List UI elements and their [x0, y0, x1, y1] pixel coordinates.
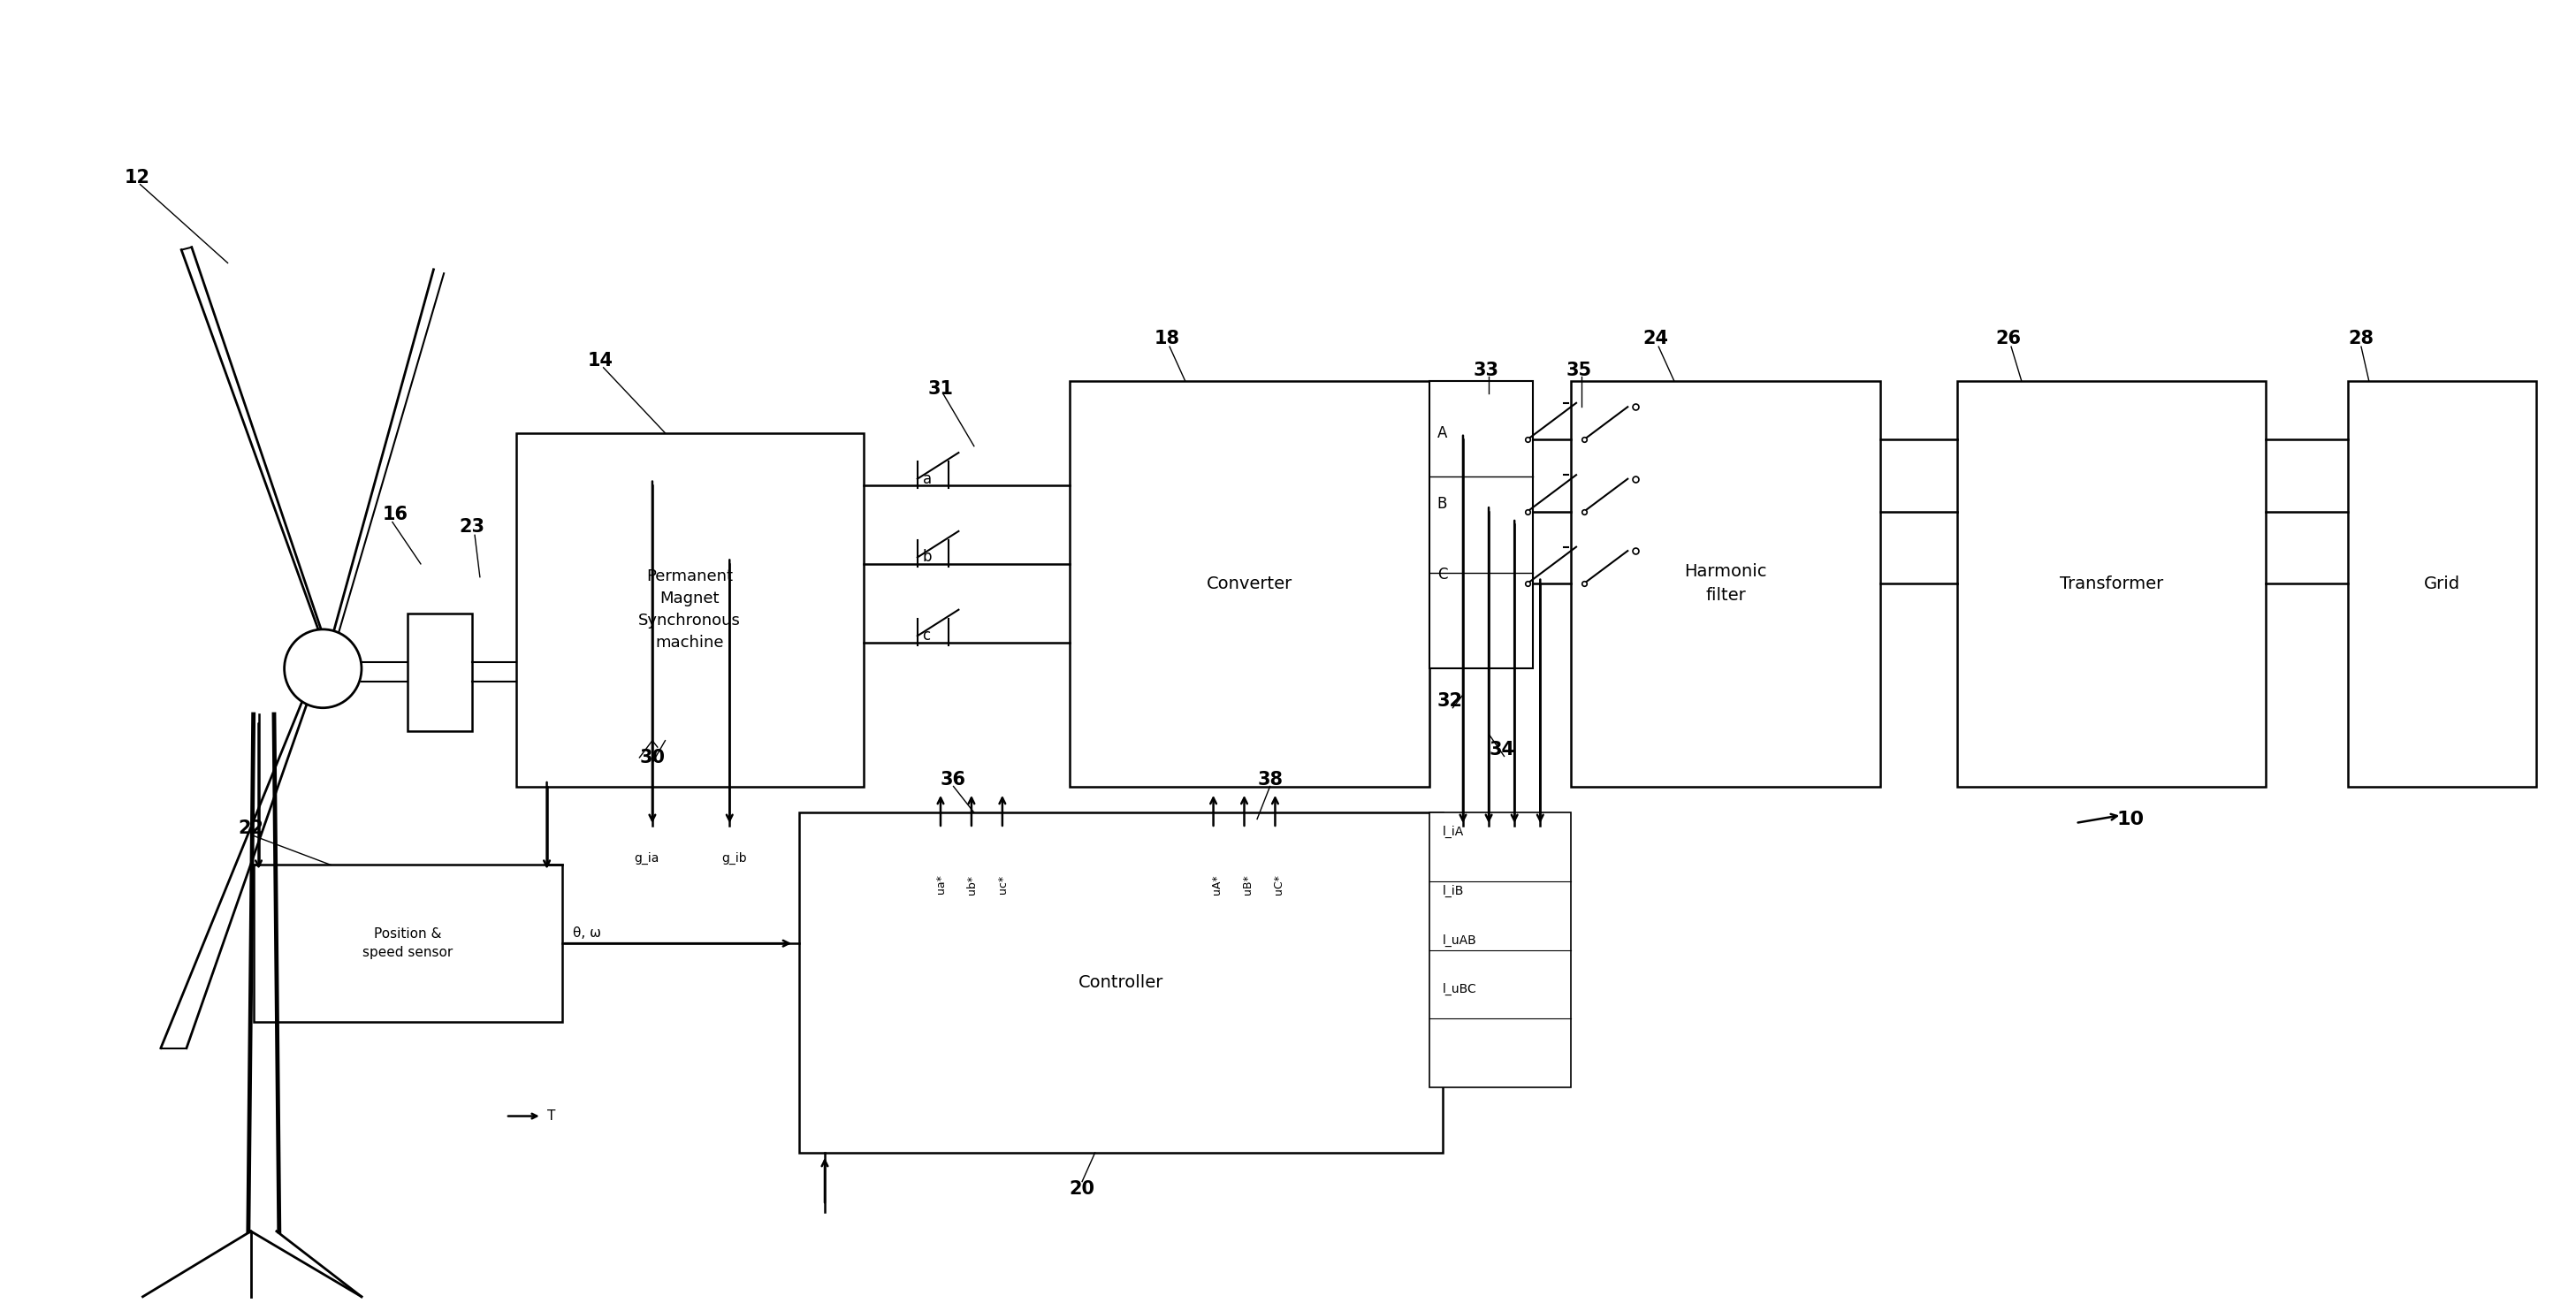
Text: Transformer: Transformer	[2061, 576, 2164, 593]
Text: b: b	[922, 549, 933, 565]
Text: C: C	[1437, 566, 1448, 582]
Text: l_iB: l_iB	[1443, 885, 1463, 897]
Text: 26: 26	[1996, 330, 2022, 347]
Text: 18: 18	[1154, 330, 1180, 347]
Text: A: A	[1437, 425, 1448, 440]
Text: uA*: uA*	[1211, 874, 1221, 894]
Text: 24: 24	[1643, 330, 1669, 347]
Text: l_iA: l_iA	[1443, 826, 1463, 839]
Bar	[1958, 380, 2267, 787]
Text: 10: 10	[2117, 810, 2143, 829]
Text: 28: 28	[2349, 330, 2375, 347]
Text: uB*: uB*	[1242, 874, 1252, 894]
Text: 35: 35	[1566, 362, 1592, 379]
Bar	[799, 813, 1443, 1152]
Text: a: a	[922, 471, 933, 486]
Text: Converter: Converter	[1206, 576, 1293, 593]
Text: 12: 12	[124, 169, 149, 186]
Text: ub*: ub*	[966, 874, 979, 894]
Text: 33: 33	[1473, 362, 1499, 379]
Text: 31: 31	[927, 380, 953, 397]
Bar	[1430, 380, 1533, 669]
Text: Permanent
Magnet
Synchronous
machine: Permanent Magnet Synchronous machine	[639, 569, 742, 650]
Bar	[1571, 380, 1880, 787]
Text: Controller: Controller	[1079, 974, 1164, 991]
Text: 30: 30	[639, 749, 665, 767]
Text: Position &
speed sensor: Position & speed sensor	[363, 927, 453, 960]
Text: uc*: uc*	[997, 876, 1010, 894]
Text: 34: 34	[1489, 741, 1515, 759]
Text: θ, ω: θ, ω	[572, 927, 600, 940]
Text: Harmonic
filter: Harmonic filter	[1685, 564, 1767, 603]
Bar	[2349, 380, 2537, 787]
Bar	[1430, 813, 1571, 1087]
Text: 16: 16	[381, 505, 407, 523]
Ellipse shape	[283, 629, 361, 708]
Text: B: B	[1437, 496, 1448, 511]
Text: c: c	[922, 628, 930, 644]
Text: 14: 14	[587, 353, 613, 370]
Text: g_ia: g_ia	[634, 852, 659, 864]
Text: l_uBC: l_uBC	[1443, 983, 1476, 995]
Text: Grid: Grid	[2424, 576, 2460, 593]
Bar	[515, 433, 863, 787]
Bar	[407, 614, 471, 732]
Text: 38: 38	[1257, 771, 1283, 789]
Text: l_uAB: l_uAB	[1443, 935, 1476, 947]
Text: g_ib: g_ib	[721, 852, 747, 864]
Text: 20: 20	[1069, 1180, 1095, 1198]
Text: 32: 32	[1437, 692, 1463, 711]
Text: 36: 36	[940, 771, 966, 789]
Bar	[1069, 380, 1430, 787]
Text: 22: 22	[237, 819, 263, 836]
Text: 23: 23	[459, 518, 484, 536]
Bar	[252, 865, 562, 1021]
Text: T: T	[546, 1109, 554, 1122]
Text: uC*: uC*	[1273, 874, 1283, 894]
Text: ua*: ua*	[935, 874, 948, 894]
